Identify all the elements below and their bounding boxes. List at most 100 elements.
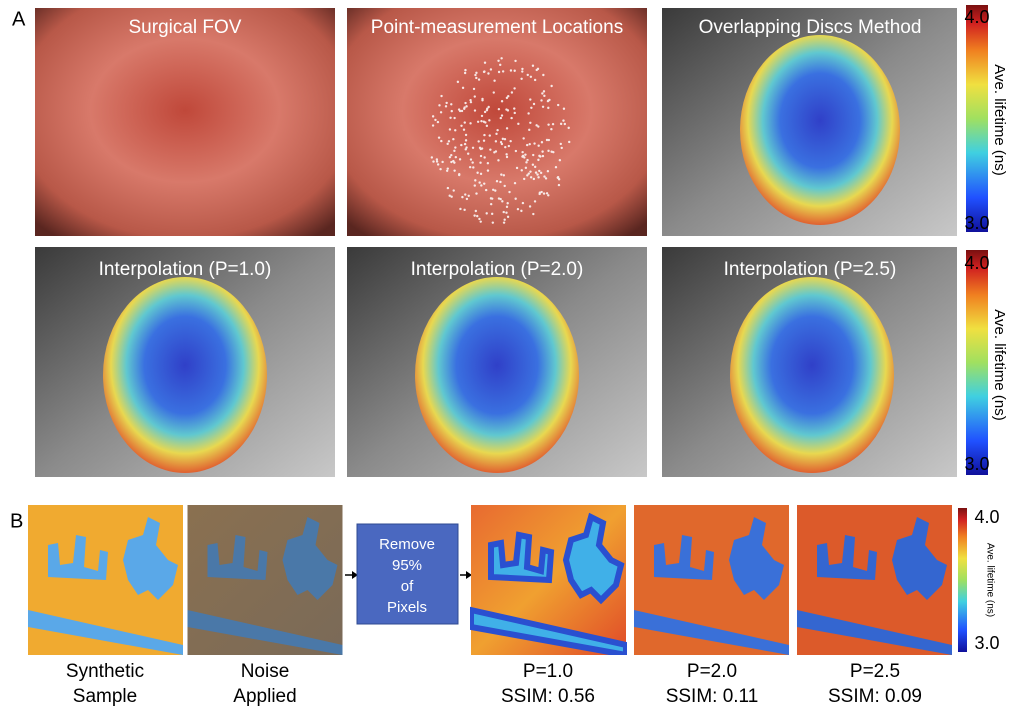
point bbox=[469, 122, 471, 124]
colorbar-min: 3.0 bbox=[974, 633, 999, 653]
point bbox=[508, 145, 510, 147]
point bbox=[521, 68, 523, 70]
point bbox=[558, 178, 560, 180]
point bbox=[473, 88, 475, 90]
point bbox=[547, 123, 549, 125]
point bbox=[543, 90, 545, 92]
point bbox=[564, 123, 566, 125]
point bbox=[496, 129, 498, 131]
point bbox=[562, 119, 564, 121]
point bbox=[530, 76, 532, 78]
caption: P=1.0 bbox=[523, 661, 573, 682]
point bbox=[541, 92, 543, 94]
point bbox=[491, 197, 493, 199]
point bbox=[465, 134, 467, 136]
point bbox=[506, 156, 508, 158]
point bbox=[532, 65, 534, 67]
caption: SSIM: 0.56 bbox=[501, 686, 595, 707]
point bbox=[510, 117, 512, 119]
point bbox=[543, 95, 545, 97]
point bbox=[474, 95, 476, 97]
point bbox=[473, 214, 475, 216]
point bbox=[560, 123, 562, 125]
point bbox=[517, 123, 519, 125]
point bbox=[535, 171, 537, 173]
point bbox=[447, 167, 449, 169]
point bbox=[463, 129, 465, 131]
point bbox=[493, 151, 495, 153]
point bbox=[488, 119, 490, 121]
point bbox=[534, 200, 536, 202]
point bbox=[501, 100, 503, 102]
point bbox=[538, 170, 540, 172]
point bbox=[490, 68, 492, 70]
point bbox=[474, 179, 476, 181]
point bbox=[526, 174, 528, 176]
point bbox=[496, 180, 498, 182]
point bbox=[432, 160, 434, 162]
point bbox=[450, 103, 452, 105]
colorbar-min: 3.0 bbox=[964, 213, 989, 233]
point bbox=[532, 164, 534, 166]
point bbox=[486, 125, 488, 127]
point bbox=[500, 117, 502, 119]
point bbox=[502, 138, 504, 140]
point bbox=[489, 134, 491, 136]
point bbox=[481, 98, 483, 100]
point bbox=[537, 145, 539, 147]
colorbar bbox=[966, 250, 988, 475]
point bbox=[550, 85, 552, 87]
point bbox=[499, 198, 501, 200]
point bbox=[440, 95, 442, 97]
point bbox=[506, 206, 508, 208]
colorbar-title: Ave. lifetime (ns) bbox=[984, 543, 995, 617]
point bbox=[503, 211, 505, 213]
point bbox=[459, 158, 461, 160]
point bbox=[480, 120, 482, 122]
point bbox=[505, 211, 507, 213]
figure: A Surgical FOV Point-measurement Locatio… bbox=[0, 0, 1009, 711]
point bbox=[513, 87, 515, 89]
point bbox=[460, 125, 462, 127]
point bbox=[527, 74, 529, 76]
point bbox=[530, 107, 532, 109]
point bbox=[521, 169, 523, 171]
point bbox=[509, 140, 511, 142]
point bbox=[446, 143, 448, 145]
point bbox=[525, 161, 527, 163]
point bbox=[499, 181, 501, 183]
caption: P=2.5 bbox=[850, 661, 900, 682]
point bbox=[453, 169, 455, 171]
point bbox=[436, 158, 438, 160]
point bbox=[522, 202, 524, 204]
point bbox=[462, 87, 464, 89]
result-image bbox=[634, 505, 789, 655]
point bbox=[484, 62, 486, 64]
point bbox=[467, 153, 469, 155]
point bbox=[529, 143, 531, 145]
point bbox=[521, 151, 523, 153]
point bbox=[441, 161, 443, 163]
point bbox=[469, 166, 471, 168]
point bbox=[470, 101, 472, 103]
point bbox=[487, 169, 489, 171]
point bbox=[501, 200, 503, 202]
point bbox=[529, 170, 531, 172]
point bbox=[471, 161, 473, 163]
image-title: Interpolation (P=2.0) bbox=[411, 259, 584, 280]
caption: Sample bbox=[73, 686, 137, 707]
image-title: Surgical FOV bbox=[129, 17, 242, 38]
point bbox=[500, 173, 502, 175]
point bbox=[503, 219, 505, 221]
point bbox=[536, 69, 538, 71]
point bbox=[492, 189, 494, 191]
colorbar-max: 4.0 bbox=[964, 253, 989, 273]
caption: Noise bbox=[241, 661, 290, 682]
point bbox=[453, 161, 455, 163]
point bbox=[534, 79, 536, 81]
point bbox=[450, 196, 452, 198]
point bbox=[504, 146, 506, 148]
point bbox=[545, 177, 547, 179]
colorbar-title: Ave. lifetime (ns) bbox=[991, 64, 1008, 175]
heatmap bbox=[415, 277, 579, 473]
